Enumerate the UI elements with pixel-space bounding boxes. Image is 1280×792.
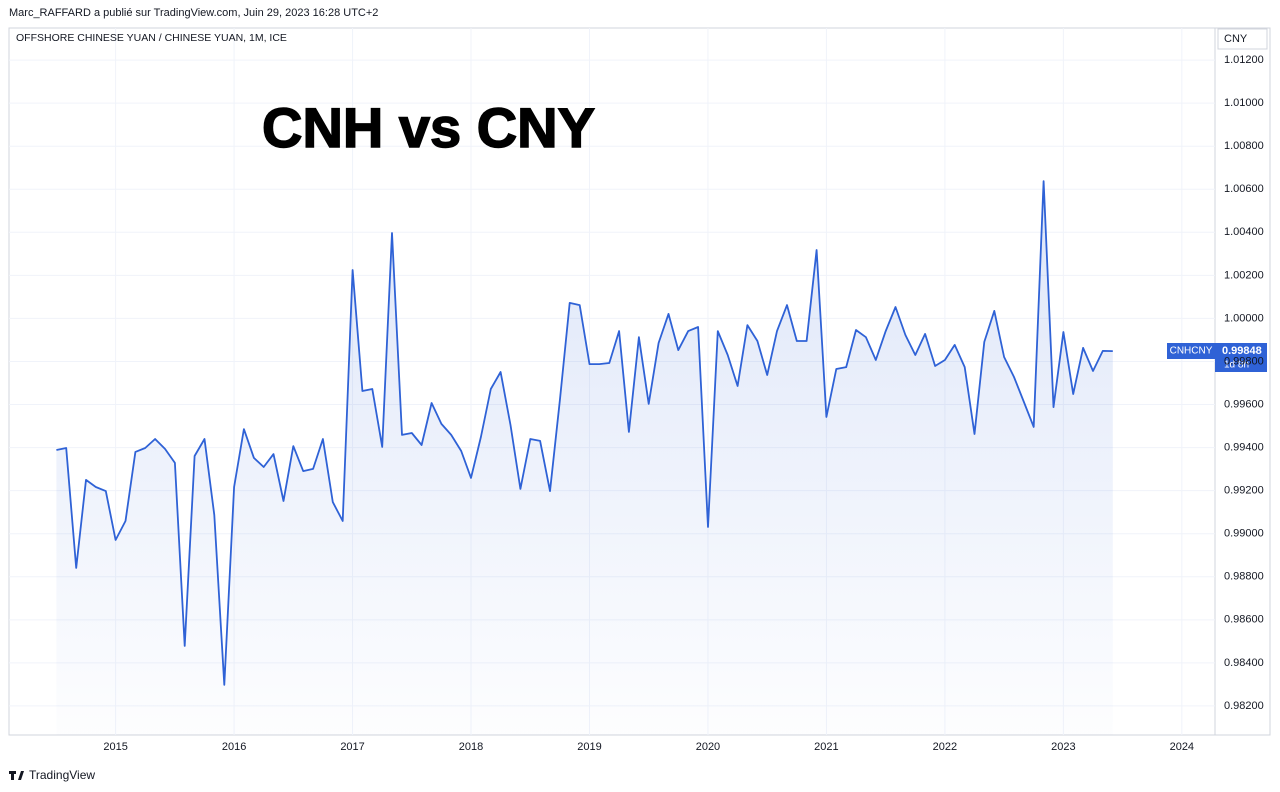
x-tick-label: 2019 [577, 741, 601, 753]
x-tick-label: 2018 [459, 741, 483, 753]
price-tag-bg [1215, 343, 1267, 372]
x-tick-label: 2022 [933, 741, 957, 753]
x-tick-label: 2024 [1170, 741, 1194, 753]
y-tick-label: 0.98200 [1224, 700, 1264, 712]
y-tick-label: 1.01200 [1224, 54, 1264, 66]
y-tick-label: 1.00600 [1224, 183, 1264, 195]
x-tick-label: 2015 [103, 741, 127, 753]
y-tick-label: 0.99800 [1224, 355, 1264, 367]
y-tick-label: 0.98800 [1224, 571, 1264, 583]
y-tick-label: 0.98400 [1224, 657, 1264, 669]
y-tick-label: 1.01000 [1224, 97, 1264, 109]
chart-subtitle: OFFSHORE CHINESE YUAN / CHINESE YUAN, 1M… [16, 32, 287, 44]
chart-title: CNH vs CNY [262, 96, 595, 159]
plot [56, 180, 1113, 736]
y-tick-label: 0.98600 [1224, 614, 1264, 626]
series-tag-bg [1167, 343, 1215, 359]
last-price-tag: CNHCNY 0.99848 1d 8h [1167, 343, 1267, 372]
y-tick-label: 0.99400 [1224, 441, 1264, 453]
area-fill [56, 181, 1113, 736]
legend-entry: CNHCNY [1170, 346, 1213, 357]
brand: TradingView [29, 768, 95, 782]
logo-icon [9, 771, 24, 780]
x-tick-label: 2016 [222, 741, 246, 753]
y-tick-label: 0.99600 [1224, 398, 1264, 410]
y-tick-label: 0.99000 [1224, 528, 1264, 540]
y-tick-label: 1.00800 [1224, 140, 1264, 152]
x-tick-label: 2017 [340, 741, 364, 753]
last-value: 0.99848 [1222, 345, 1262, 357]
brand-logo: TradingView [9, 768, 95, 782]
author-line: Marc_RAFFARD a publié sur TradingView.co… [9, 7, 378, 19]
countdown: 1d 8h [1224, 360, 1249, 371]
y-tick-label: 0.99200 [1224, 485, 1264, 497]
x-tick-label: 2021 [814, 741, 838, 753]
currency-box [1217, 28, 1268, 50]
x-tick-label: 2020 [696, 741, 720, 753]
y-tick-label: 1.00400 [1224, 226, 1264, 238]
y-tick-label: 1.00200 [1224, 269, 1264, 281]
line [56, 180, 1113, 686]
y-tick-label: 1.00000 [1224, 312, 1264, 324]
x-tick-label: 2023 [1051, 741, 1075, 753]
currency: CNY [1224, 33, 1248, 45]
